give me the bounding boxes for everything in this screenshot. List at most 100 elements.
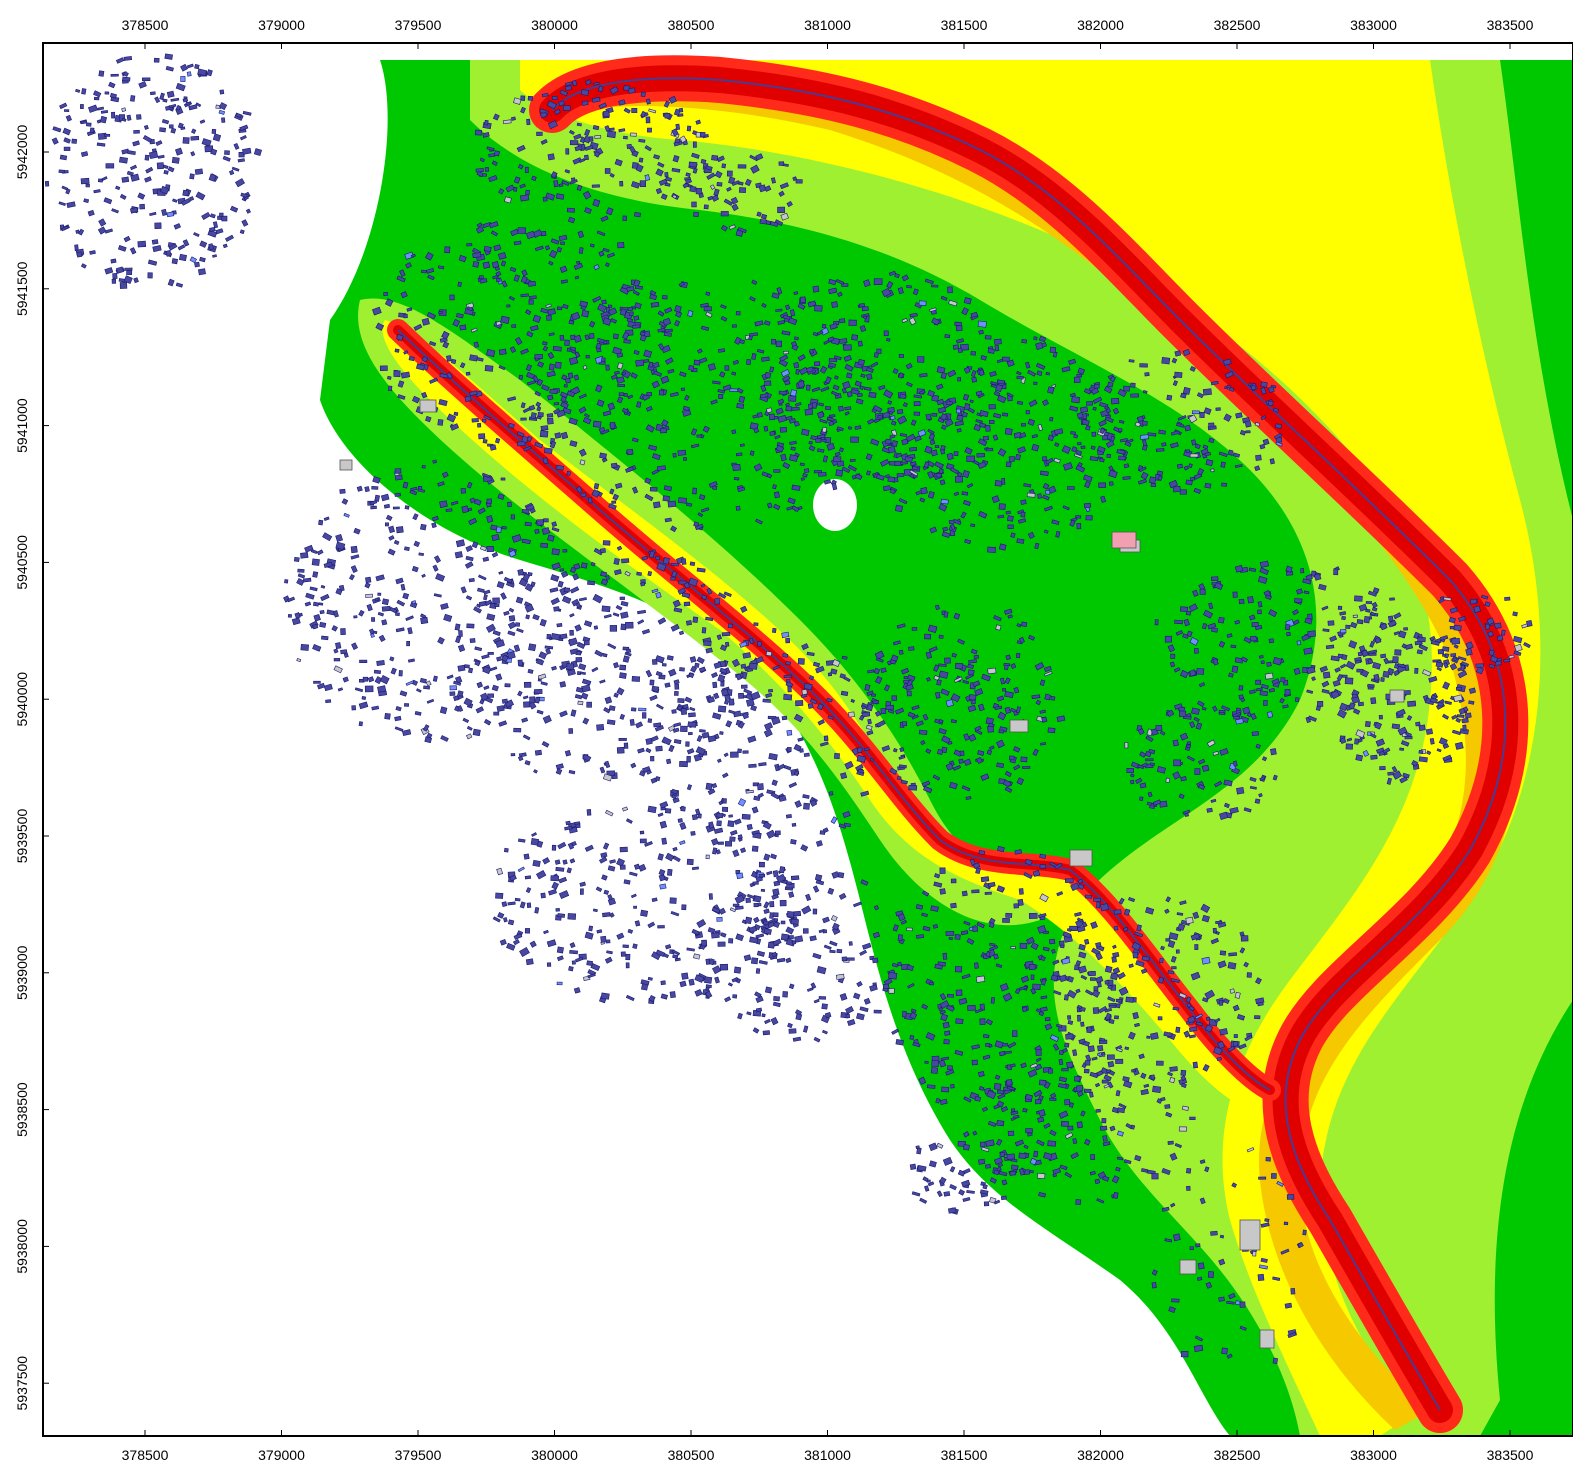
building bbox=[622, 806, 629, 812]
building bbox=[405, 262, 412, 269]
building bbox=[296, 658, 302, 663]
building bbox=[689, 706, 696, 712]
building bbox=[728, 698, 735, 706]
building bbox=[80, 120, 88, 125]
building bbox=[630, 893, 637, 899]
building bbox=[483, 718, 492, 726]
building bbox=[963, 403, 971, 411]
building bbox=[620, 951, 626, 957]
building bbox=[686, 858, 694, 866]
building bbox=[824, 1012, 832, 1019]
building bbox=[1005, 654, 1011, 661]
building bbox=[555, 361, 562, 369]
building bbox=[687, 731, 693, 736]
building bbox=[1099, 1125, 1108, 1131]
building bbox=[688, 978, 695, 986]
building bbox=[736, 872, 744, 880]
building bbox=[724, 365, 730, 371]
building bbox=[536, 709, 544, 715]
building bbox=[513, 644, 521, 652]
building bbox=[977, 461, 987, 470]
building bbox=[870, 438, 880, 446]
building bbox=[403, 313, 408, 319]
building bbox=[1494, 622, 1502, 629]
building bbox=[788, 1028, 797, 1034]
building bbox=[224, 234, 234, 242]
building bbox=[766, 829, 776, 839]
building bbox=[826, 416, 835, 422]
building bbox=[1102, 1135, 1108, 1142]
building bbox=[623, 742, 629, 749]
building bbox=[335, 642, 342, 650]
building bbox=[645, 737, 653, 745]
building bbox=[681, 972, 689, 980]
building bbox=[492, 916, 501, 923]
building bbox=[517, 838, 526, 843]
building bbox=[554, 859, 561, 865]
building bbox=[569, 140, 579, 146]
building bbox=[1006, 392, 1014, 398]
building bbox=[978, 422, 986, 428]
building bbox=[1060, 944, 1065, 949]
building bbox=[913, 401, 921, 407]
building bbox=[684, 696, 693, 704]
building bbox=[145, 166, 154, 174]
building bbox=[955, 989, 963, 997]
building bbox=[785, 406, 793, 412]
building bbox=[986, 749, 993, 756]
building bbox=[585, 354, 590, 359]
building bbox=[998, 1050, 1006, 1057]
building bbox=[457, 664, 466, 672]
building bbox=[521, 435, 529, 443]
building bbox=[548, 363, 555, 371]
building bbox=[942, 952, 948, 960]
building bbox=[621, 371, 627, 376]
building bbox=[161, 208, 168, 216]
building bbox=[425, 680, 432, 687]
building bbox=[1005, 912, 1013, 918]
building bbox=[1020, 423, 1026, 427]
building bbox=[679, 840, 686, 846]
building bbox=[672, 855, 681, 863]
building bbox=[384, 522, 389, 527]
building bbox=[1065, 1033, 1074, 1040]
building bbox=[1103, 385, 1113, 394]
building bbox=[943, 1191, 951, 1197]
building bbox=[988, 404, 996, 410]
building bbox=[1043, 529, 1049, 534]
building bbox=[592, 593, 603, 604]
building bbox=[595, 384, 603, 393]
building bbox=[677, 698, 685, 703]
building bbox=[671, 128, 679, 137]
building bbox=[349, 573, 355, 581]
building bbox=[1219, 1234, 1225, 1239]
building bbox=[353, 527, 361, 535]
building bbox=[686, 784, 693, 791]
building bbox=[1255, 454, 1262, 461]
building bbox=[752, 1027, 760, 1034]
building bbox=[777, 398, 785, 405]
building bbox=[1232, 591, 1238, 598]
building bbox=[1327, 620, 1335, 626]
building bbox=[691, 866, 699, 871]
building bbox=[740, 663, 747, 669]
building bbox=[1290, 1287, 1296, 1295]
building bbox=[1128, 359, 1135, 363]
building bbox=[555, 866, 565, 872]
building bbox=[940, 295, 948, 301]
building bbox=[930, 905, 939, 912]
building bbox=[1352, 614, 1358, 618]
building bbox=[1344, 677, 1354, 685]
building bbox=[781, 375, 791, 383]
building bbox=[668, 95, 677, 104]
building bbox=[961, 307, 969, 316]
building bbox=[520, 293, 529, 298]
building bbox=[749, 332, 758, 337]
building bbox=[638, 707, 647, 712]
building bbox=[612, 493, 619, 501]
building bbox=[768, 413, 775, 421]
building bbox=[1013, 431, 1022, 439]
building bbox=[1218, 1000, 1224, 1006]
building bbox=[1086, 1026, 1093, 1034]
building bbox=[896, 473, 904, 478]
